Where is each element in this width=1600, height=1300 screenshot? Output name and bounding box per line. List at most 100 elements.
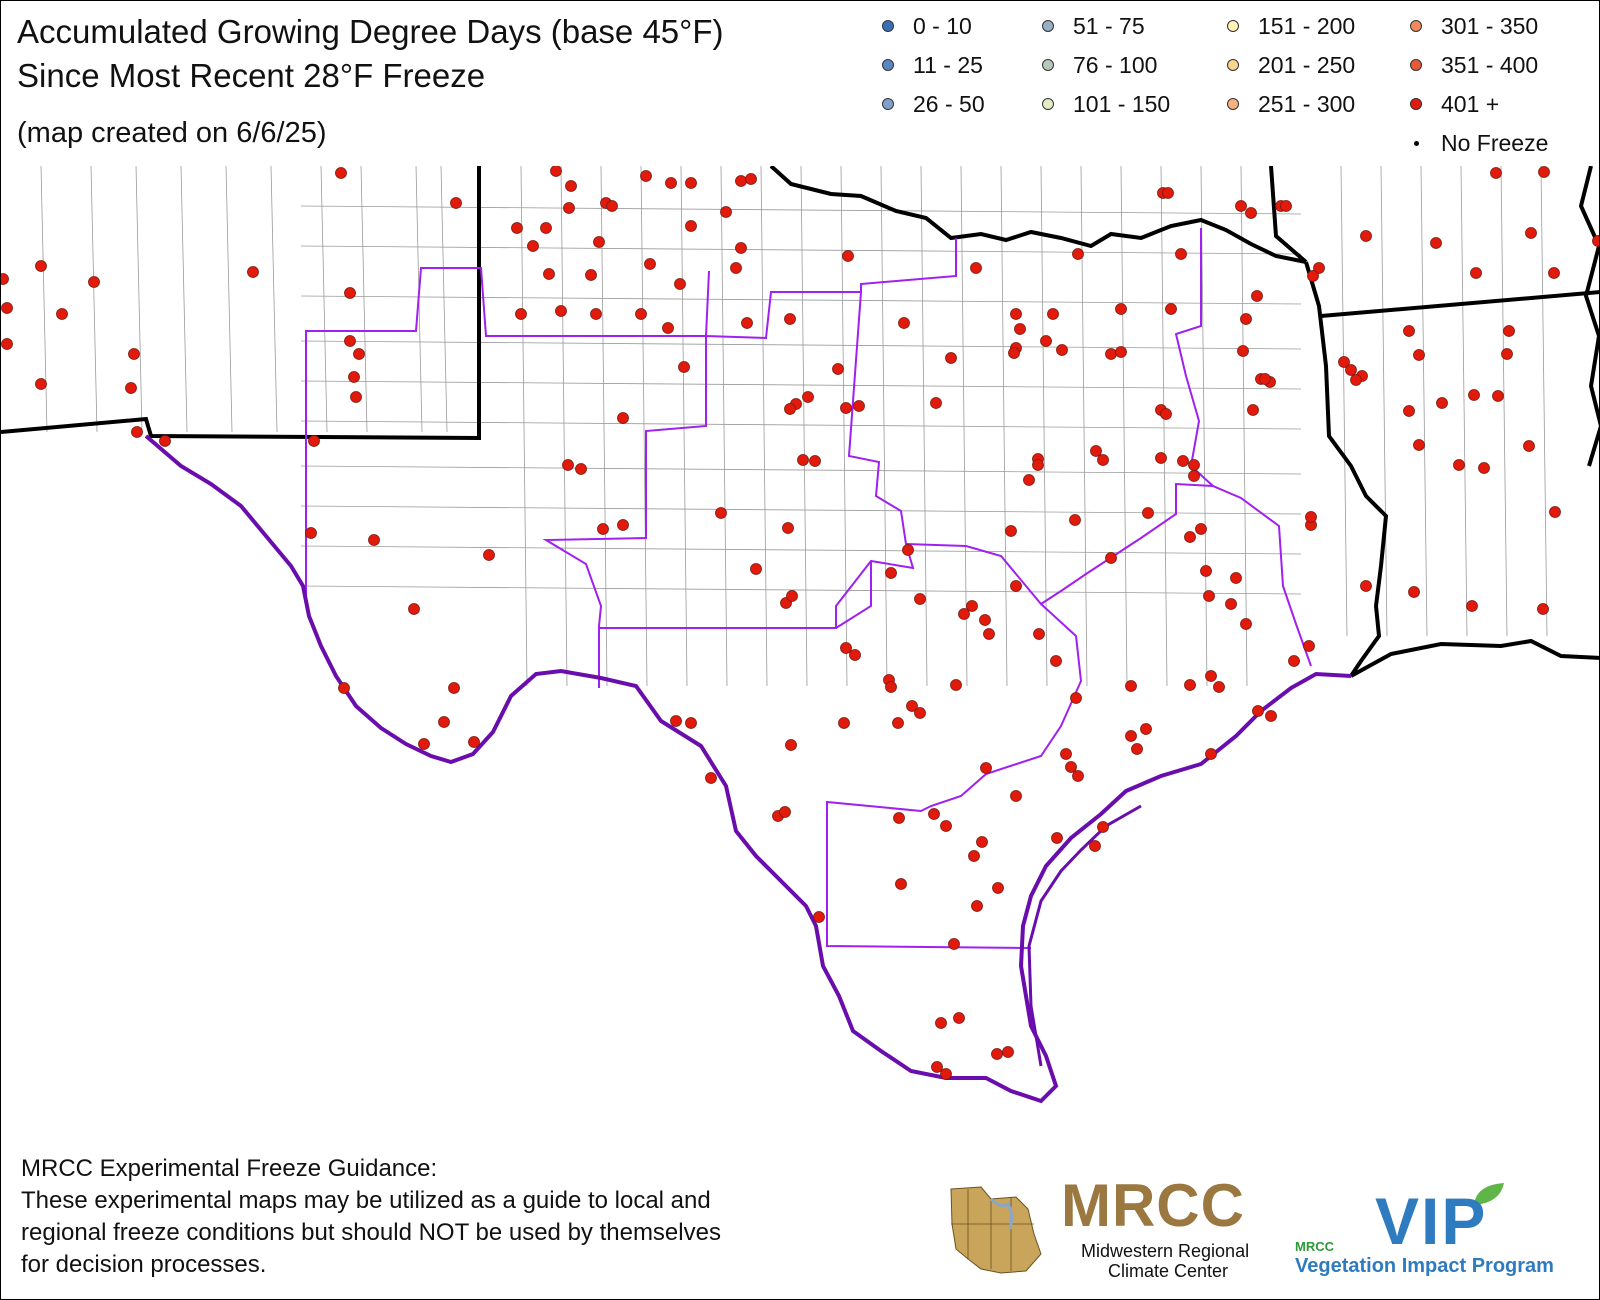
legend-label: 76 - 100: [1073, 51, 1158, 78]
disclaimer-line: regional freeze conditions but should NO…: [21, 1219, 721, 1246]
station-marker: [550, 166, 562, 177]
station-marker: [448, 682, 460, 694]
station-marker: [1345, 364, 1357, 376]
station-marker: [674, 278, 686, 290]
station-marker: [368, 534, 380, 546]
state-borders: [1, 166, 1599, 678]
station-marker: [931, 1061, 943, 1073]
disclaimer-line: for decision processes.: [21, 1251, 267, 1278]
station-marker: [1050, 655, 1062, 667]
station-marker: [914, 707, 926, 719]
station-marker: [1490, 167, 1502, 179]
station-marker: [563, 202, 575, 214]
legend-swatch: [882, 20, 894, 32]
legend: 0 - 10 11 - 25 26 - 50 51 - 75 76 - 100 101 -…: [873, 11, 1593, 171]
station-marker: [958, 608, 970, 620]
station-marker: [976, 836, 988, 848]
disclaimer-line: These experimental maps may be utilized …: [21, 1187, 711, 1214]
station-marker: [468, 736, 480, 748]
station-marker: [1140, 723, 1152, 735]
mrcc-name-line-2: Climate Center: [1108, 1261, 1229, 1281]
station-marker: [786, 590, 798, 602]
station-marker: [1403, 405, 1415, 417]
station-marker: [1360, 230, 1372, 242]
station-marker: [885, 681, 897, 693]
station-marker: [1, 302, 13, 314]
station-marker: [353, 348, 365, 360]
legend-label: No Freeze: [1441, 129, 1549, 156]
station-marker: [840, 402, 852, 414]
station-marker: [338, 682, 350, 694]
station-marker: [1, 338, 13, 350]
station-marker: [1247, 404, 1259, 416]
station-marker: [1523, 440, 1535, 452]
map-title-line-1: Accumulated Growing Degree Days (base 45…: [17, 13, 724, 50]
station-marker: [1403, 325, 1415, 337]
station-marker: [1280, 200, 1292, 212]
station-marker: [483, 549, 495, 561]
station-marker: [1160, 408, 1172, 420]
station-marker: [1105, 348, 1117, 360]
station-marker: [779, 806, 791, 818]
station-marker: [1165, 303, 1177, 315]
legend-label: 351 - 400: [1441, 51, 1539, 78]
map-title-line-2: Since Most Recent 28°F Freeze: [17, 57, 486, 94]
station-marker: [1005, 525, 1017, 537]
station-marker: [745, 173, 757, 185]
station-marker: [1008, 347, 1020, 359]
station-marker: [785, 739, 797, 751]
legend-label: 401 +: [1441, 90, 1500, 117]
legend-label: 11 - 25: [913, 51, 983, 78]
station-marker: [914, 593, 926, 605]
station-marker: [1453, 459, 1465, 471]
station-marker: [348, 371, 360, 383]
station-marker: [813, 911, 825, 923]
station-marker: [1070, 692, 1082, 704]
station-marker: [1142, 507, 1154, 519]
station-marker: [305, 527, 317, 539]
legend-item: 401 +: [1401, 89, 1499, 119]
leaf-icon: [1474, 1183, 1504, 1205]
station-marker: [125, 382, 137, 394]
station-marker: [1413, 349, 1425, 361]
station-marker: [1089, 840, 1101, 852]
station-marker: [159, 435, 171, 447]
station-marker: [1023, 474, 1035, 486]
station-marker: [247, 266, 259, 278]
station-marker: [1338, 356, 1350, 368]
station-marker: [1230, 572, 1242, 584]
station-marker: [1155, 452, 1167, 464]
station-marker: [1090, 445, 1102, 457]
station-marker: [893, 812, 905, 824]
station-marker: [1468, 389, 1480, 401]
station-marker: [735, 242, 747, 254]
station-marker: [902, 544, 914, 556]
station-marker: [741, 317, 753, 329]
map-created-date: (map created on 6/6/25): [17, 117, 327, 149]
station-marker: [1115, 346, 1127, 358]
disclaimer: MRCC Experimental Freeze Guidance: These…: [21, 1153, 901, 1281]
station-marker: [685, 717, 697, 729]
legend-item: 51 - 75: [1033, 11, 1145, 41]
station-marker: [1097, 821, 1109, 833]
station-marker: [350, 391, 362, 403]
station-marker: [838, 717, 850, 729]
county-grid: [40, 166, 1548, 687]
climate-division-boundaries: [305, 228, 1312, 949]
legend-item: 201 - 250: [1218, 50, 1355, 80]
station-marker: [527, 240, 539, 252]
station-marker: [1251, 290, 1263, 302]
station-marker: [928, 808, 940, 820]
legend-swatch: [1410, 59, 1422, 71]
station-marker: [991, 1048, 1003, 1060]
station-marker: [979, 614, 991, 626]
station-marker: [945, 352, 957, 364]
station-marker: [1549, 506, 1561, 518]
legend-swatch: [1042, 98, 1054, 110]
mrcc-name-line-1: Midwestern Regional: [1081, 1241, 1250, 1261]
station-marker: [1188, 470, 1200, 482]
station-marker: [1470, 267, 1482, 279]
station-marker: [898, 317, 910, 329]
station-marker: [1188, 459, 1200, 471]
station-marker: [782, 522, 794, 534]
